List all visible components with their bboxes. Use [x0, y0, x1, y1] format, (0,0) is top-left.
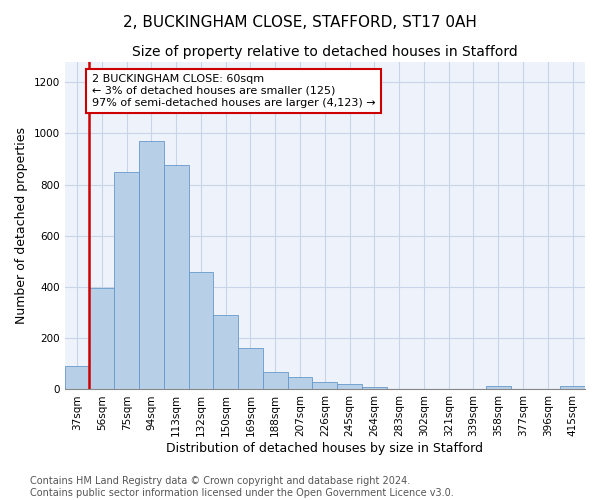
Bar — [287, 376, 313, 390]
Y-axis label: Number of detached properties: Number of detached properties — [15, 127, 28, 324]
Bar — [89, 288, 114, 390]
Text: 2, BUCKINGHAM CLOSE, STAFFORD, ST17 0AH: 2, BUCKINGHAM CLOSE, STAFFORD, ST17 0AH — [123, 15, 477, 30]
Bar — [486, 386, 511, 390]
Text: 2 BUCKINGHAM CLOSE: 60sqm
← 3% of detached houses are smaller (125)
97% of semi-: 2 BUCKINGHAM CLOSE: 60sqm ← 3% of detach… — [92, 74, 376, 108]
Bar — [263, 372, 287, 390]
Bar — [560, 386, 585, 390]
Bar — [188, 272, 214, 390]
Bar — [65, 366, 89, 390]
Bar — [114, 172, 139, 390]
Bar — [164, 166, 188, 390]
Text: Contains HM Land Registry data © Crown copyright and database right 2024.
Contai: Contains HM Land Registry data © Crown c… — [30, 476, 454, 498]
Bar — [238, 348, 263, 390]
Title: Size of property relative to detached houses in Stafford: Size of property relative to detached ho… — [132, 45, 518, 59]
Bar — [313, 382, 337, 390]
Bar — [362, 388, 387, 390]
Bar — [337, 384, 362, 390]
Bar — [214, 315, 238, 390]
Bar — [139, 142, 164, 390]
X-axis label: Distribution of detached houses by size in Stafford: Distribution of detached houses by size … — [166, 442, 484, 455]
